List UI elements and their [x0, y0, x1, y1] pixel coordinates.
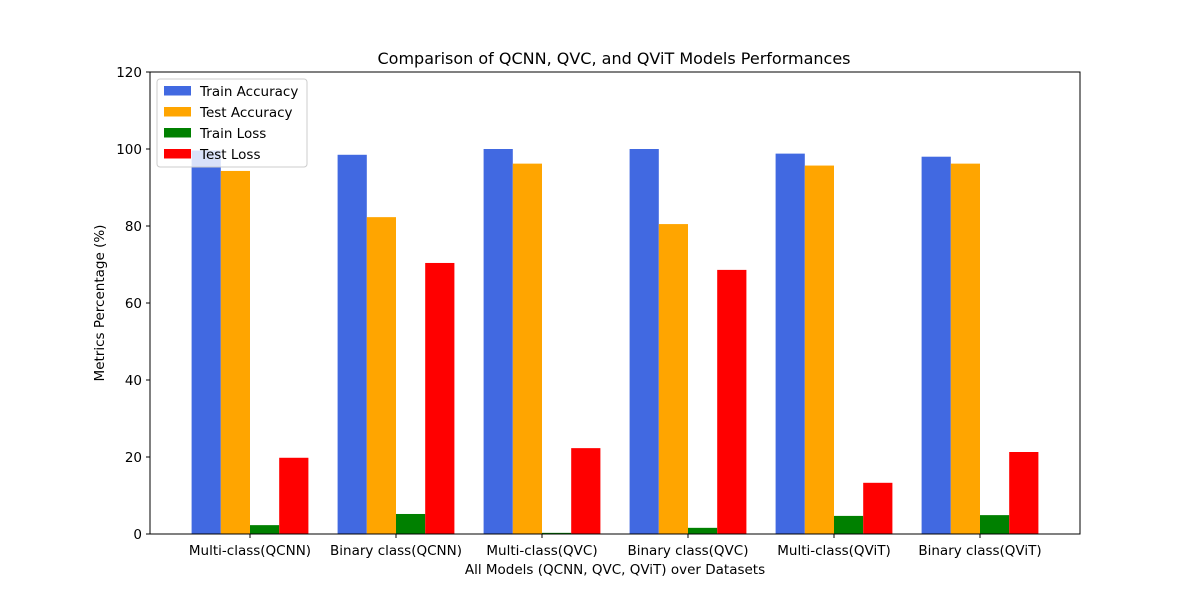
- chart-title: Comparison of QCNN, QVC, and QViT Models…: [377, 49, 850, 68]
- x-tick-label: Binary class(QCNN): [330, 543, 462, 559]
- bar: [250, 525, 280, 534]
- x-tick-label: Multi-class(QViT): [777, 543, 890, 559]
- y-tick-label: 100: [116, 142, 142, 158]
- bar: [191, 150, 221, 535]
- bar: [775, 153, 805, 534]
- y-axis-label: Metrics Percentage (%): [92, 225, 108, 382]
- x-tick-label: Binary class(QViT): [918, 543, 1041, 559]
- legend-label: Train Loss: [199, 126, 266, 142]
- bar: [658, 224, 688, 534]
- y-axis-ticks: 0 20 40 60 80 100 120: [116, 65, 150, 543]
- bar: [279, 457, 309, 534]
- y-tick-label: 60: [125, 296, 142, 312]
- legend: Train Accuracy Test Accuracy Train Loss Tes…: [156, 78, 308, 168]
- bar: [629, 149, 659, 534]
- bar: [950, 163, 980, 534]
- y-tick-label: 80: [125, 219, 142, 235]
- legend-swatch: [164, 149, 191, 159]
- bar: [834, 515, 864, 534]
- legend-swatch: [164, 107, 191, 117]
- legend-label: Test Loss: [199, 147, 261, 163]
- bar: [717, 269, 747, 534]
- plot-frame: [149, 71, 1081, 535]
- legend-swatch: [164, 128, 191, 138]
- x-tick-label: Multi-class(QVC): [486, 543, 597, 559]
- bar: [571, 448, 601, 534]
- bar: [980, 515, 1010, 534]
- legend-swatch: [164, 86, 191, 96]
- bar: [220, 170, 250, 534]
- bar: [337, 154, 367, 534]
- bar: [688, 527, 718, 534]
- bar: [921, 156, 951, 534]
- bar: [1009, 452, 1039, 534]
- bars-layer: [191, 149, 1039, 535]
- x-tick-label: Binary class(QVC): [627, 543, 748, 559]
- bar: [366, 217, 396, 534]
- x-axis-label: All Models (QCNN, QVC, QViT) over Datase…: [465, 562, 765, 578]
- y-tick-label: 40: [125, 373, 142, 389]
- bar: [483, 149, 513, 534]
- bar: [425, 262, 455, 534]
- y-tick-label: 20: [125, 450, 142, 466]
- bar: [542, 532, 572, 534]
- legend-label: Train Accuracy: [199, 84, 298, 100]
- y-tick-label: 0: [133, 527, 142, 543]
- legend-label: Test Accuracy: [199, 105, 293, 121]
- legend-frame: [156, 78, 308, 168]
- bar: [396, 513, 426, 534]
- bar: [804, 165, 834, 534]
- x-axis-ticks: Multi-class(QCNN) Binary class(QCNN) Multi…: [189, 534, 1042, 559]
- x-tick-label: Multi-class(QCNN): [189, 543, 311, 559]
- bar: [863, 482, 893, 534]
- bar: [512, 163, 542, 534]
- y-tick-label: 120: [116, 65, 142, 81]
